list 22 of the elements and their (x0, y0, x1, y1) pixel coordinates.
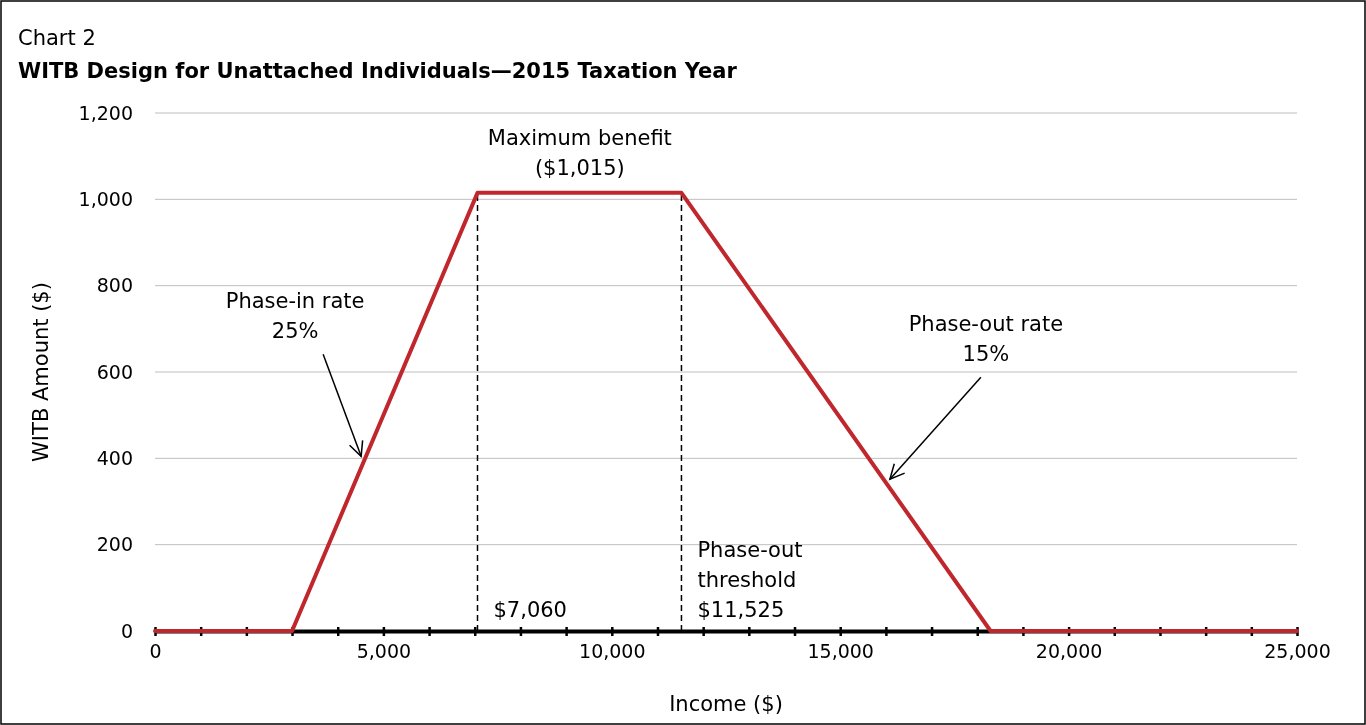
x-tick-label: 20,000 (1035, 640, 1103, 663)
y-tick-label: 200 (96, 533, 133, 556)
x-tick-label: 5,000 (356, 640, 412, 663)
y-tick-label: 600 (96, 360, 133, 383)
ref-line-label: $7,060 (493, 598, 567, 622)
chart-title: WITB Design for Unattached Individuals—2015 Taxation Year (18, 59, 738, 83)
annotation: Maximum benefit ($1,015) (487, 125, 672, 180)
y-tick-label: 1,000 (78, 187, 133, 210)
x-tick-label: 15,000 (807, 640, 874, 663)
y-tick-label: 1,200 (78, 101, 133, 124)
y-tick-label: 0 (120, 619, 133, 642)
chart-subtitle: Chart 2 (18, 26, 96, 50)
x-tick-label: 0 (149, 640, 162, 663)
annotation: Phase-out rate 15% (908, 312, 1064, 367)
y-axis-title: WITB Amount ($) (29, 282, 53, 462)
x-tick-label: 25,000 (1264, 640, 1331, 663)
x-axis-title: Income ($) (669, 692, 783, 716)
y-tick-label: 400 (96, 446, 133, 469)
x-tick-label: 10,000 (579, 640, 646, 663)
y-tick-label: 800 (96, 274, 133, 297)
annotation: Phase-in rate 25% (225, 289, 365, 344)
ref-line-label: Phase-out threshold $11,525 (697, 538, 803, 622)
